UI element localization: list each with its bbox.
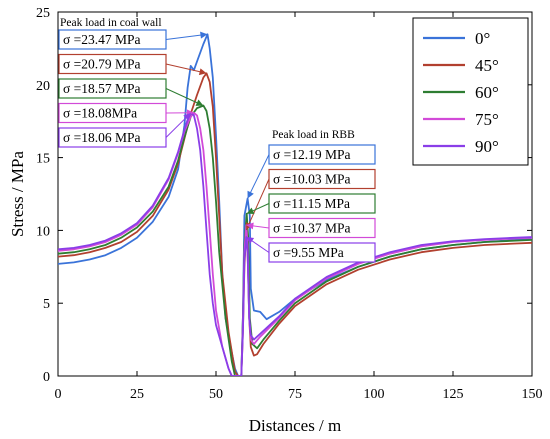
annotation-arrowhead bbox=[246, 207, 255, 214]
annotation-box bbox=[58, 127, 167, 148]
annotation-label: σ =20.79 MPa bbox=[63, 57, 141, 72]
x-tick-label: 100 bbox=[364, 387, 385, 402]
x-tick-label: 0 bbox=[55, 387, 62, 402]
y-tick-label: 15 bbox=[36, 152, 50, 167]
x-tick-label: 25 bbox=[130, 387, 144, 402]
annotation-label: σ =12.19 MPa bbox=[273, 147, 351, 162]
peak-annotations: Peak load in coal wall σ =23.47 MPa σ =20.… bbox=[58, 17, 376, 263]
axis-ticks: 0 25 50 75 100 125 150 0 5 10 15 20 25 bbox=[36, 6, 543, 402]
annotation-box bbox=[268, 193, 376, 214]
annotation-label: σ =10.03 MPa bbox=[273, 172, 351, 187]
annotation-label: σ =23.47 MPa bbox=[63, 32, 141, 47]
annotation-arrowhead bbox=[200, 31, 208, 39]
annotation-arrowhead bbox=[247, 190, 254, 199]
annotation-group-title: Peak load in RBB bbox=[272, 129, 355, 141]
annotation-label: σ =11.15 MPa bbox=[273, 196, 350, 211]
x-axis-title: Distances / m bbox=[249, 416, 342, 435]
legend-label: 45° bbox=[475, 56, 499, 75]
y-tick-label: 20 bbox=[36, 79, 50, 94]
annotation-label: σ =10.37 MPa bbox=[273, 221, 351, 236]
annotation-box bbox=[268, 168, 376, 190]
annotation-box bbox=[268, 217, 376, 239]
annotation-box bbox=[58, 102, 167, 124]
y-tick-label: 0 bbox=[43, 370, 50, 385]
annotation-box bbox=[58, 78, 167, 99]
annotation-arrowhead bbox=[195, 99, 204, 106]
annotation-box bbox=[268, 242, 376, 263]
annotation-arrowhead bbox=[246, 222, 254, 230]
legend-label: 0° bbox=[475, 29, 490, 48]
annotation-arrow bbox=[245, 178, 270, 231]
annotation-box bbox=[58, 53, 167, 75]
series-line-1 bbox=[58, 72, 532, 376]
annotation-label: σ =18.57 MPa bbox=[63, 81, 141, 96]
annotation-arrow bbox=[247, 154, 270, 199]
annotation-arrowhead bbox=[198, 68, 207, 76]
series-line-4 bbox=[58, 112, 532, 376]
x-tick-label: 125 bbox=[443, 387, 464, 402]
legend-label: 60° bbox=[475, 83, 499, 102]
annotation-arrowhead bbox=[183, 113, 191, 121]
legend: 0° 45° 60° 75° 90° bbox=[412, 17, 529, 166]
x-tick-label: 150 bbox=[522, 387, 543, 402]
series-line-2 bbox=[58, 104, 532, 376]
annotation-box bbox=[58, 29, 167, 50]
annotation-label: σ =9.55 MPa bbox=[273, 245, 344, 260]
y-tick-label: 10 bbox=[36, 224, 50, 239]
legend-label: 90° bbox=[475, 137, 499, 156]
annotation-label: σ =18.08MPa bbox=[63, 106, 137, 121]
x-tick-label: 50 bbox=[209, 387, 223, 402]
y-tick-label: 25 bbox=[36, 6, 50, 21]
annotation-group-title: Peak load in coal wall bbox=[60, 17, 162, 29]
y-tick-label: 5 bbox=[43, 297, 50, 312]
x-tick-label: 75 bbox=[288, 387, 302, 402]
annotation-arrowhead bbox=[246, 236, 255, 244]
annotation-label: σ =18.06 MPa bbox=[63, 130, 141, 145]
series-lines bbox=[58, 33, 532, 376]
legend-label: 75° bbox=[475, 110, 499, 129]
annotation-box bbox=[268, 144, 376, 165]
y-axis-title: Stress / MPa bbox=[8, 151, 27, 237]
